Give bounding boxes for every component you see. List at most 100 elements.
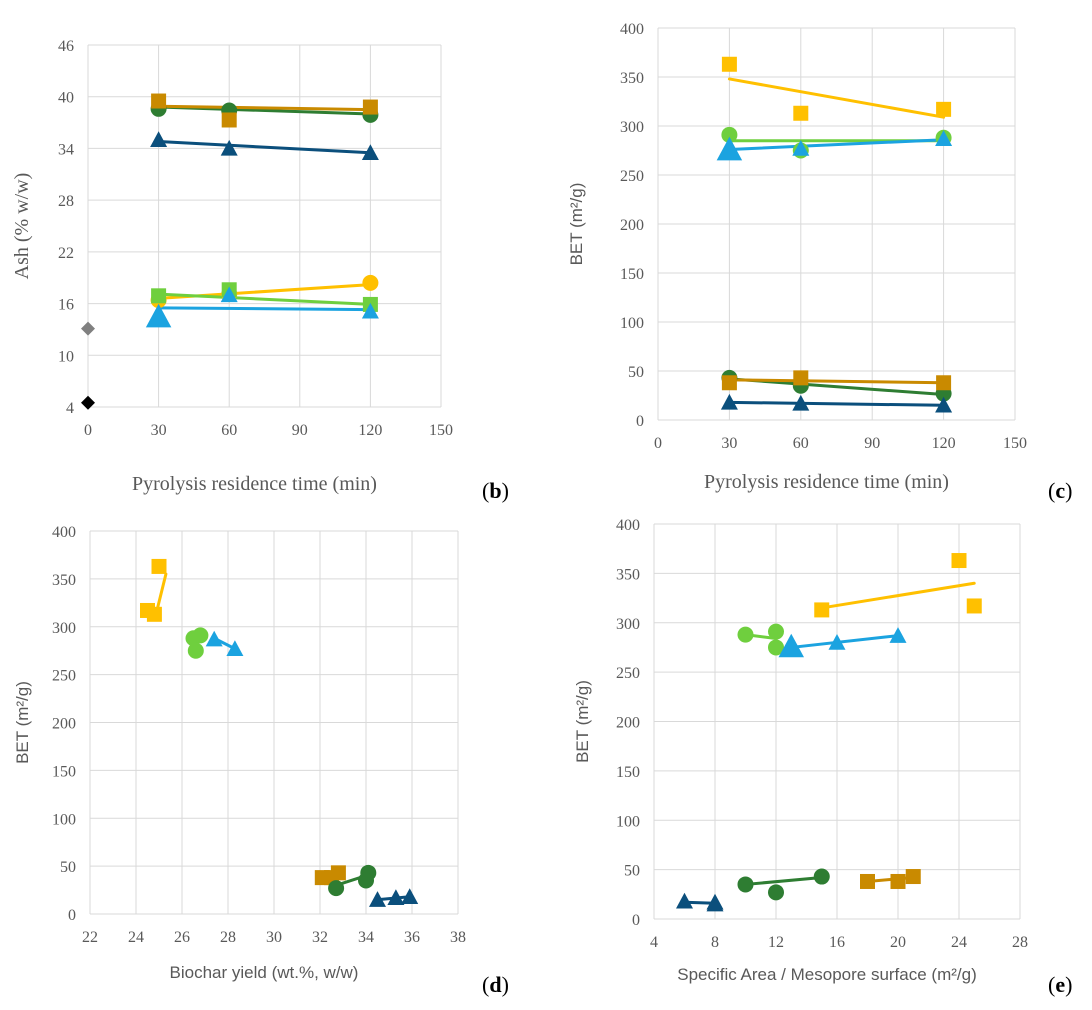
data-point-square [221, 112, 237, 128]
trend-line [866, 876, 915, 883]
x-tick-label: 34 [358, 929, 374, 946]
data-point-triangle [720, 393, 738, 410]
y-tick-label: 200 [616, 715, 640, 732]
data-point-diamond [81, 321, 95, 336]
y-tick-label: 34 [58, 141, 74, 158]
y-tick-label: 400 [616, 517, 640, 534]
y-tick-label: 46 [58, 38, 74, 55]
panel-label-letter: c [1055, 478, 1065, 503]
y-axis-title: Ash (% w/w) [11, 173, 33, 280]
data-point-triangle [220, 139, 238, 156]
trend-line [727, 400, 946, 407]
data-point-triangle [716, 136, 743, 161]
data-point-triangle [935, 130, 953, 146]
data-point-triangle [387, 889, 405, 905]
x-tick-label: 90 [292, 422, 308, 439]
data-point-triangle [889, 627, 907, 643]
data-point-circle [737, 626, 754, 643]
data-point-circle [813, 868, 830, 885]
panel-label-paren-close: ) [502, 478, 509, 503]
panel-label-letter: d [489, 972, 501, 997]
trend-line [157, 104, 372, 112]
data-point-triangle [792, 140, 810, 156]
x-tick-label: 24 [128, 929, 144, 946]
data-point-triangle [792, 394, 810, 411]
y-tick-label: 22 [58, 245, 74, 262]
data-point-circle [328, 880, 345, 897]
data-point-triangle [401, 888, 419, 904]
x-axis-title: Specific Area / Mesopore surface (m²/g) [677, 965, 977, 984]
x-tick-label: 4 [650, 934, 658, 951]
x-tick-label: 32 [312, 929, 328, 946]
data-point-square [721, 375, 737, 391]
data-point-triangle [828, 634, 846, 650]
y-tick-label: 10 [58, 348, 74, 365]
x-tick-label: 36 [404, 929, 420, 946]
y-tick-label: 250 [616, 665, 640, 682]
x-tick-label: 150 [429, 422, 453, 439]
panel-label-letter: b [489, 478, 501, 503]
y-tick-label: 50 [628, 364, 644, 381]
data-point-circle [187, 642, 204, 659]
data-point-triangle [935, 396, 953, 413]
data-point-circle [768, 623, 784, 640]
x-tick-label: 0 [84, 422, 92, 439]
x-tick-label: 22 [82, 929, 98, 946]
trend-line [744, 876, 824, 886]
trend-line [820, 581, 976, 610]
data-point-square [151, 93, 167, 109]
data-point-triangle [361, 144, 379, 160]
x-tick-label: 30 [151, 422, 167, 439]
panel-label: (c) [1048, 478, 1072, 503]
data-point-square [905, 869, 921, 885]
data-point-circle [358, 872, 374, 889]
chart-panel-b: 4 10 16 22 28 34 40 46 0 30 60 90 120 150 Pyrolysis re… [11, 38, 509, 503]
y-tick-label: 300 [616, 616, 640, 633]
x-tick-label: 12 [768, 934, 784, 951]
data-point-square [936, 375, 952, 391]
y-tick-label: 200 [620, 217, 644, 234]
y-tick-label: 50 [624, 863, 640, 880]
x-tick-label: 28 [1012, 934, 1028, 951]
data-point-square [721, 56, 737, 72]
y-axis-title: BET (m²/g) [573, 680, 592, 763]
y-axis-title: BET (m²/g) [13, 681, 32, 764]
data-point-diamond [81, 395, 95, 410]
y-tick-label: 350 [52, 572, 76, 589]
x-tick-label: 38 [450, 929, 466, 946]
data-point-square [966, 598, 982, 614]
y-tick-label: 300 [52, 620, 76, 637]
x-axis-title: Pyrolysis residence time (min) [132, 473, 377, 495]
x-tick-label: 60 [221, 422, 237, 439]
y-tick-label: 150 [620, 266, 644, 283]
data-point-triangle [226, 640, 244, 656]
y-tick-label: 350 [620, 70, 644, 87]
panel-label-paren-open: ( [1048, 478, 1055, 503]
data-point-square [362, 99, 378, 115]
data-point-circle [768, 884, 784, 901]
x-tick-label: 8 [711, 934, 719, 951]
trend-line [157, 306, 372, 312]
panel-label: (e) [1048, 972, 1072, 997]
x-tick-label: 24 [951, 934, 967, 951]
data-point-triangle [676, 892, 693, 909]
x-tick-label: 120 [358, 422, 382, 439]
panel-label-paren-close: ) [1065, 478, 1072, 503]
y-tick-label: 100 [52, 811, 76, 828]
x-axis-title: Biochar yield (wt.%, w/w) [170, 963, 359, 982]
data-point-square [890, 873, 906, 889]
trend-line [155, 572, 168, 613]
x-tick-label: 90 [864, 435, 880, 452]
y-tick-label: 100 [620, 315, 644, 332]
data-point-triangle [220, 286, 238, 303]
x-tick-label: 0 [654, 435, 662, 452]
data-point-triangle [205, 630, 223, 647]
data-point-square [151, 288, 167, 304]
chart-panel-c: 0 50 100 150 200 250 300 350 400 0 30 60 90 120 150 Pyr… [567, 21, 1072, 503]
y-tick-label: 300 [620, 119, 644, 136]
chart-panel-d: 0 50 100 150 200 250 300 350 400 22 24 26 28 30 32 34 36… [13, 524, 509, 997]
x-tick-label: 30 [721, 435, 737, 452]
data-point-triangle [369, 891, 386, 907]
x-tick-label: 150 [1003, 435, 1027, 452]
